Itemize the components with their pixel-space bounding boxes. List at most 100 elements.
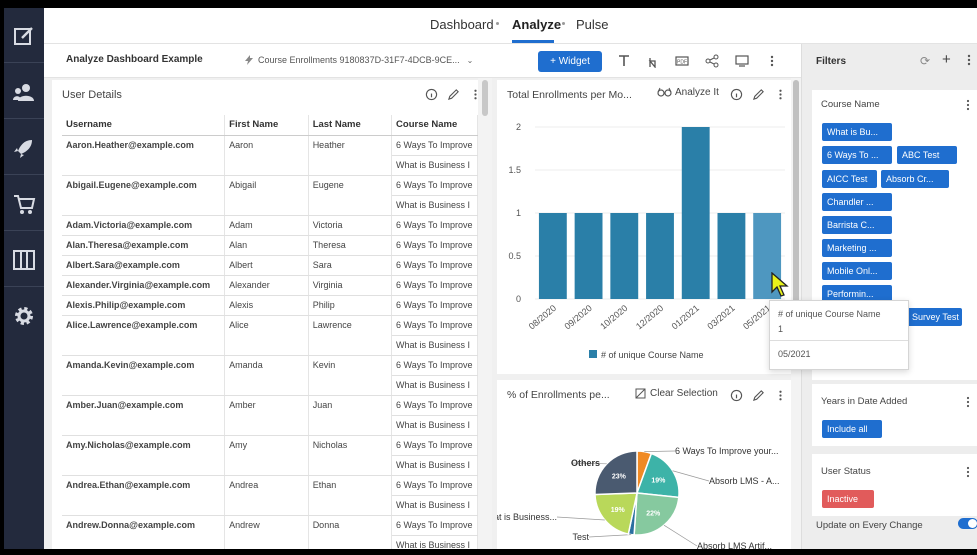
monitor-icon[interactable]: [734, 53, 750, 69]
filter-chip[interactable]: Chandler ...: [822, 193, 892, 211]
table-row[interactable]: Amanda.Kevin@example.com Amanda Kevin 6 Way…: [62, 355, 478, 396]
scrollbar-thumb[interactable]: [482, 80, 488, 116]
column-header[interactable]: First Name: [224, 115, 309, 136]
more-icon[interactable]: [965, 465, 971, 483]
filter-chip[interactable]: Mobile Onl...: [822, 262, 892, 280]
filter-chip[interactable]: Survey Test: [898, 308, 962, 326]
bar[interactable]: [681, 127, 710, 299]
filter-chip[interactable]: ABC Test: [897, 146, 957, 164]
bar-chart[interactable]: 0 0.5 1 1.5 2 08/2020 09/2020 10/2020 12/2020 01/…: [497, 110, 791, 374]
table-row[interactable]: Alan.Theresa@example.com Alan Theresa 6 Way…: [62, 235, 478, 256]
reset-icon[interactable]: ⟳: [920, 54, 931, 68]
slice-label: Test: [572, 532, 589, 542]
table-row[interactable]: Adam.Victoria@example.com Adam Victoria 6 W…: [62, 215, 478, 236]
update-every-change-toggle[interactable]: [958, 518, 977, 529]
bar[interactable]: [574, 213, 603, 299]
edit-pencil-icon[interactable]: [751, 87, 765, 101]
more-icon[interactable]: [966, 53, 972, 72]
analyze-it-button[interactable]: Analyze It: [657, 86, 719, 98]
more-icon[interactable]: [773, 388, 787, 402]
table-subrow[interactable]: What is Business I: [62, 455, 478, 476]
datasource-selector[interactable]: Course Enrollments 9180837D-31F7-4DCB-9C…: [244, 55, 473, 65]
table-scrollbar[interactable]: [478, 78, 492, 549]
table-row[interactable]: Albert.Sara@example.com Albert Sara 6 Ways …: [62, 255, 478, 276]
table-subrow[interactable]: What is Business I: [62, 535, 478, 549]
user-details-course: 6 Ways To Improve: [391, 515, 478, 536]
bar[interactable]: [717, 213, 746, 299]
user-details-first-name: Albert: [224, 255, 309, 276]
table-row[interactable]: Alexander.Virginia@example.com Alexander V…: [62, 275, 478, 296]
edit-pencil-icon[interactable]: [446, 87, 460, 101]
data-label: 22%: [646, 510, 661, 517]
edit-icon[interactable]: [4, 14, 44, 58]
rocket-icon[interactable]: [4, 126, 44, 170]
filter-chip[interactable]: What is Bu...: [822, 123, 892, 141]
tab-analyze[interactable]: Analyze: [512, 17, 562, 32]
add-widget-button[interactable]: + Widget: [538, 51, 602, 72]
pie-slice[interactable]: [594, 450, 638, 496]
table-row[interactable]: Andrew.Donna@example.com Andrew Donna 6 Way…: [62, 515, 478, 549]
table-subrow[interactable]: What is Business I: [62, 335, 478, 356]
table-row[interactable]: Aaron.Heather@example.com Aaron Heather 6 W…: [62, 135, 478, 176]
column-header[interactable]: Username: [62, 115, 226, 136]
more-icon[interactable]: [773, 87, 787, 101]
table-subrow[interactable]: What is Business I: [62, 155, 478, 176]
clear-selection-button[interactable]: Clear Selection: [635, 388, 718, 399]
hand-icon[interactable]: [644, 53, 660, 69]
table-subrow[interactable]: What is Business I: [62, 375, 478, 396]
more-icon[interactable]: [468, 87, 478, 101]
bar[interactable]: [610, 213, 639, 299]
filter-chip[interactable]: 6 Ways To ...: [822, 146, 892, 164]
filter-chip[interactable]: Include all: [822, 420, 882, 438]
user-details-course: 6 Ways To Improve: [391, 315, 478, 336]
filter-chip[interactable]: Inactive: [822, 490, 874, 508]
table-row[interactable]: Amber.Juan@example.com Amber Juan 6 Ways To…: [62, 395, 478, 436]
table-subrow[interactable]: What is Business I: [62, 415, 478, 436]
table-row[interactable]: Alexis.Philip@example.com Alexis Philip 6 W…: [62, 295, 478, 316]
filter-chip[interactable]: Absorb Cr...: [881, 170, 949, 188]
users-icon[interactable]: [4, 70, 44, 114]
filter-chip[interactable]: Performin...: [822, 285, 892, 303]
more-icon[interactable]: [965, 98, 971, 116]
legend-label[interactable]: # of unique Course Name: [601, 350, 704, 360]
filter-chip[interactable]: AICC Test: [822, 170, 877, 188]
bar[interactable]: [646, 213, 674, 299]
y-tick-label: 0.5: [508, 251, 521, 261]
table-subrow[interactable]: What is Business I: [62, 495, 478, 516]
more-icon[interactable]: [764, 53, 780, 69]
user-details-first-name: Amy: [224, 435, 309, 476]
user-details-username: Adam.Victoria@example.com: [62, 215, 226, 236]
table-row[interactable]: Abigail.Eugene@example.com Abigail Eugene 6…: [62, 175, 478, 216]
info-icon[interactable]: [729, 388, 743, 402]
table-row[interactable]: Andrea.Ethan@example.com Andrea Ethan 6 Way…: [62, 475, 478, 516]
edit-pencil-icon[interactable]: [751, 388, 765, 402]
more-icon[interactable]: [965, 395, 971, 413]
table-row[interactable]: Amy.Nicholas@example.com Amy Nicholas 6 Way…: [62, 435, 478, 476]
tab-dashboard[interactable]: Dashboard: [430, 17, 494, 32]
nav-separator: [562, 22, 565, 25]
columns-icon[interactable]: [4, 238, 44, 282]
tab-pulse[interactable]: Pulse: [576, 17, 609, 32]
text-icon[interactable]: [616, 53, 632, 69]
legend-swatch: [589, 350, 597, 358]
column-header[interactable]: Last Name: [308, 115, 393, 136]
bar[interactable]: [538, 213, 567, 299]
table-subrow[interactable]: What is Business I: [62, 195, 478, 216]
user-details-username: Abigail.Eugene@example.com: [62, 175, 226, 216]
table-row[interactable]: Alice.Lawrence@example.com Alice Lawrence 6…: [62, 315, 478, 356]
gear-icon[interactable]: [4, 294, 44, 338]
column-header[interactable]: Course Name: [391, 115, 478, 136]
cart-icon[interactable]: [4, 182, 44, 226]
pdf-icon[interactable]: PDF: [674, 53, 690, 69]
filter-chip[interactable]: Barrista C...: [822, 216, 892, 234]
info-icon[interactable]: [424, 87, 438, 101]
add-filter-icon[interactable]: +: [942, 51, 951, 68]
clear-selection-icon: [635, 388, 646, 399]
share-icon[interactable]: [704, 53, 720, 69]
scrollbar-thumb[interactable]: [793, 80, 799, 370]
info-icon[interactable]: [729, 87, 743, 101]
pie-slice[interactable]: [635, 452, 680, 499]
filter-chip[interactable]: Marketing ...: [822, 239, 892, 257]
pie-chart[interactable]: 6 Ways To Improve your... Absorb LMS - A.…: [497, 410, 791, 549]
pie-slice[interactable]: [594, 492, 638, 535]
